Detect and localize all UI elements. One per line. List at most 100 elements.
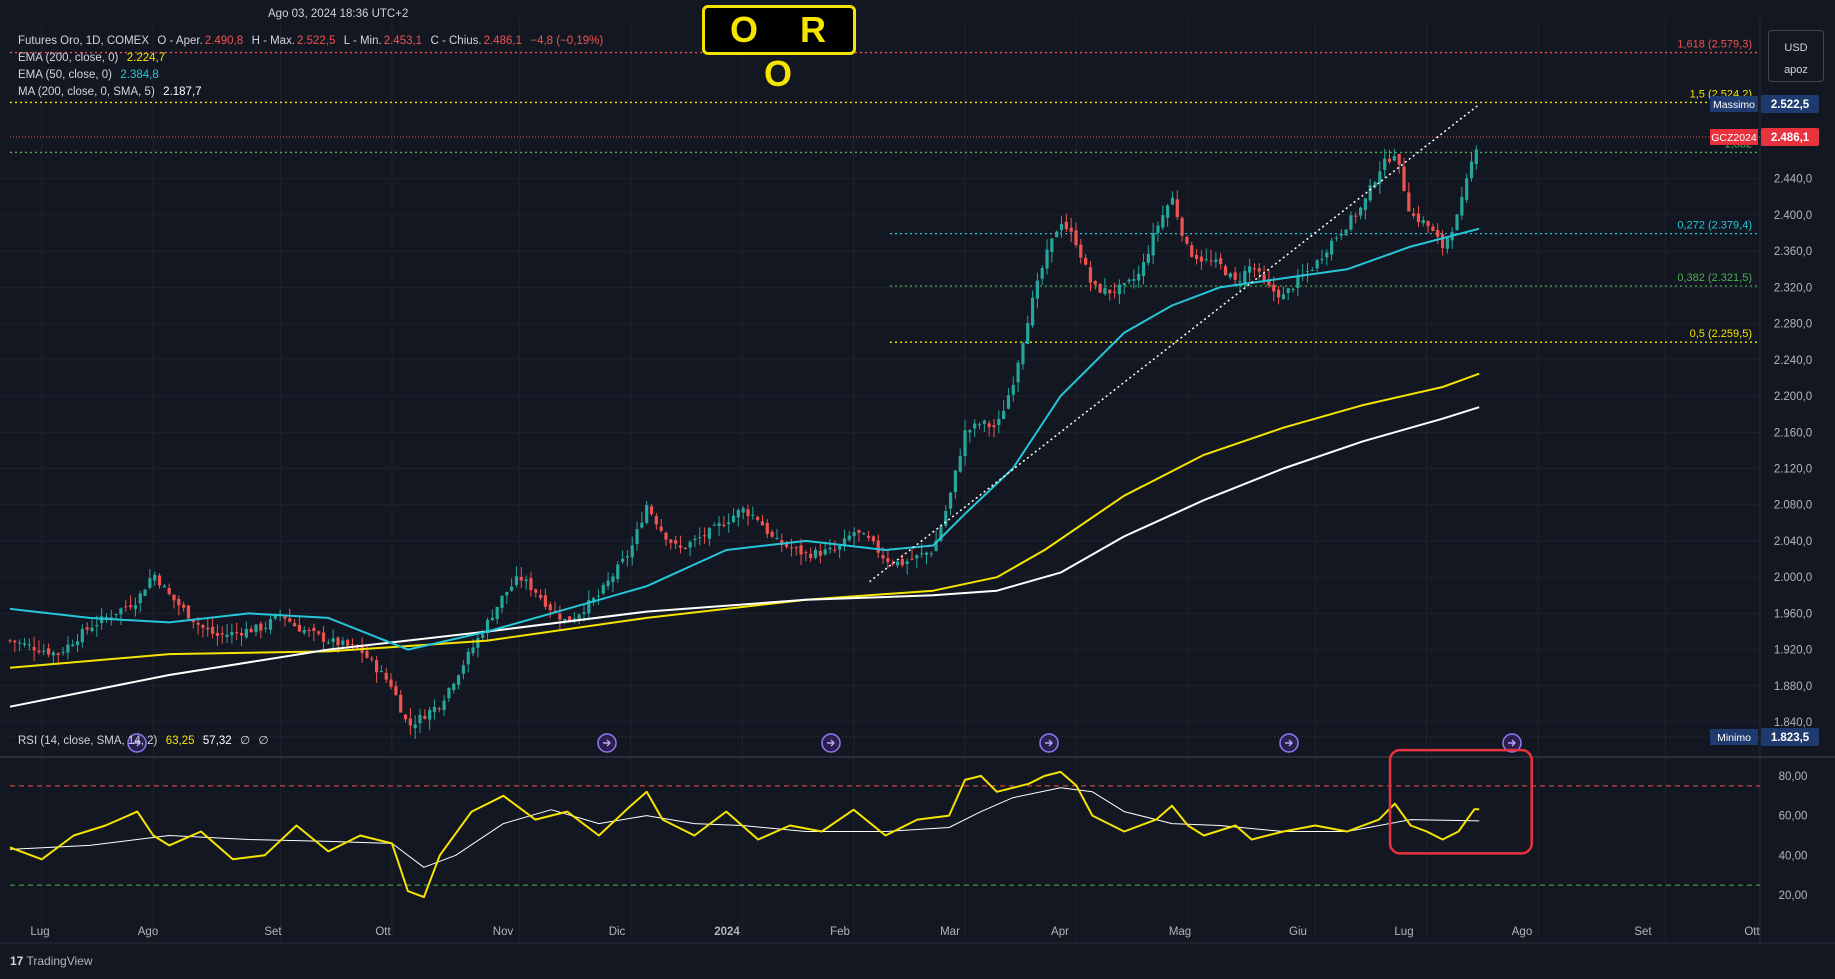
event-marker-icon [127,733,147,753]
candle-body [1122,283,1126,285]
event-marker-arrow [1285,739,1293,747]
candle-body [1407,192,1411,212]
candle-body [206,627,210,630]
price-tag-name: Minimo [1717,732,1751,744]
candle-body [1137,273,1141,281]
time-tick-label: Feb [830,926,850,938]
legend-ma200[interactable]: MA (200, close, 0, SMA, 5) 2.187,7 [18,86,204,98]
candle-body [1045,249,1049,269]
candle-body [1286,288,1290,293]
trend-line [869,103,1480,583]
ema200-line [9,372,1480,669]
candle-body [341,640,345,645]
candle-body [143,589,147,596]
candle-body [920,553,924,555]
candle-body [235,632,239,634]
event-marker-arrow [1045,739,1053,747]
candle-body [1214,259,1218,262]
candle-body [669,539,673,543]
chart-title: O R O [702,5,856,94]
event-marker-icon [1039,733,1059,753]
candle-body [577,614,581,619]
candle-body [167,588,171,595]
candle-body [456,675,461,685]
candle-body [1349,215,1353,230]
event-marker-arrow [133,739,141,747]
candle-body [649,506,654,515]
time-tick-label: Apr [1051,926,1069,938]
candle-body [1074,230,1078,246]
legend-rsi[interactable]: RSI (14, close, SMA, 14, 2) 63,25 57,32 … [18,733,271,747]
candle-body [717,523,721,527]
candle-body [182,604,186,608]
candle-body [645,504,649,523]
time-tick-label: Nov [493,926,514,938]
candle-body [326,642,330,644]
candle-body [953,470,957,493]
candle-body [929,553,933,555]
candle-body [765,522,769,534]
candle-body [529,577,533,591]
candle-body [722,524,726,526]
candle-body [254,624,258,633]
candle-body [784,542,789,547]
candle-body [191,619,195,623]
candle-body [1291,288,1295,290]
candle-body [1310,270,1314,272]
legend-symbol-row[interactable]: Futures Oro, 1D, COMEX O - Aper. 2.490,8 … [18,35,605,47]
candle-body [162,585,166,588]
candle-body [321,632,326,642]
candle-body [625,556,630,558]
low-label: L - Min. [343,35,382,47]
candle-body [702,535,707,537]
candle-body [331,638,335,642]
candle-body [42,650,46,652]
candle-body [828,547,832,550]
candle-body [505,591,509,596]
candle-body [1392,155,1396,161]
candle-body [582,612,586,615]
candle-body [698,537,702,539]
candle-body [1320,259,1324,261]
candle-body [8,640,12,642]
candle-body [866,535,871,538]
candle-body [273,614,277,619]
candle-body [432,706,437,712]
event-marker-icon [1279,733,1299,753]
legend-ema50[interactable]: EMA (50, close, 0) 2.384,8 [18,69,161,81]
legend-ema200[interactable]: EMA (200, close, 0) 2.224,7 [18,52,167,64]
candle-body [601,584,605,594]
candle-body [1248,266,1252,273]
rsi-label: RSI (14, close, SMA, 14, 2) [18,735,158,747]
candle-body [225,634,229,637]
candle-body [119,608,123,615]
candle-body [881,555,885,559]
candle-body [302,629,306,633]
candle-body [61,651,65,653]
candle-body [616,564,620,580]
price-tag-name: Massimo [1713,99,1755,111]
candle-body [1006,395,1011,409]
footer-brand[interactable]: 17 TradingView [10,954,93,968]
candle-body [1088,267,1093,283]
candle-body [924,552,929,555]
time-tick-label: Dic [609,926,626,938]
price-tick-label: 2.320,0 [1774,282,1812,294]
time-axis: Lug Ago Set Ott Nov Dic 2024 Feb Mar Apr Mag Giu Lug… [30,926,1760,938]
price-tick-label: 2.360,0 [1774,246,1812,258]
currency-unit-box[interactable]: USD apoz [1768,30,1824,82]
candle-body [891,563,895,565]
candle-body [982,420,986,424]
candle-body [1296,275,1300,289]
candle-body [1166,205,1170,218]
candles [8,145,1478,739]
candle-body [751,514,755,516]
candle-body [838,545,842,550]
candle-body [1363,198,1367,210]
candle-body [1378,171,1382,184]
candle-body [640,522,644,528]
ma200-value: 2.187,7 [163,86,202,98]
event-marker-icon [597,733,617,753]
ma200-line [9,406,1480,708]
